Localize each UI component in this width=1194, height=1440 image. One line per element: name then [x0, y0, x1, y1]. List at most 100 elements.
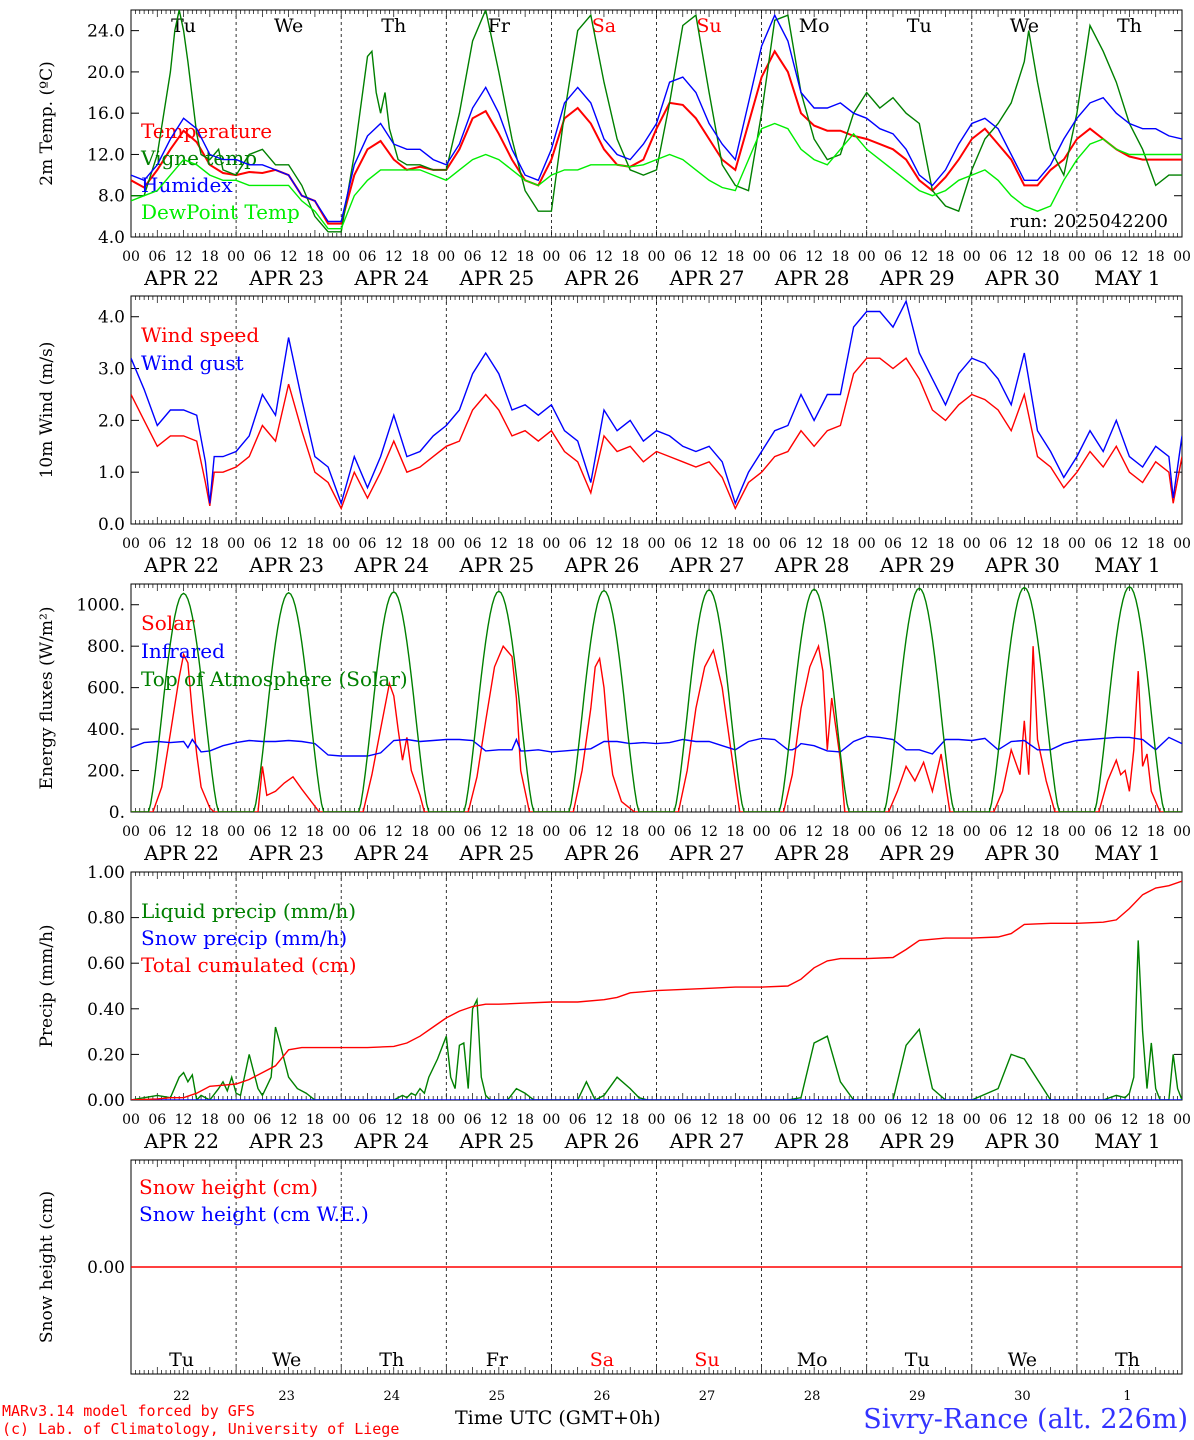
hour-tick-label: 18 [937, 824, 955, 840]
hour-tick-label: 06 [1094, 536, 1112, 552]
hour-tick-label: 18 [306, 824, 324, 840]
hour-tick-label: 00 [1173, 824, 1191, 840]
day-number-label: 23 [278, 1389, 295, 1404]
hour-tick-label: 06 [253, 1112, 271, 1128]
hour-tick-label: 18 [516, 536, 534, 552]
hour-tick-label: 18 [1042, 249, 1060, 265]
temp-series-1-line [131, 10, 1182, 233]
temp-y-tick-label: 24.0 [87, 22, 125, 42]
hour-tick-label: 06 [359, 1112, 377, 1128]
hour-tick-label: 00 [963, 1112, 981, 1128]
hour-tick-label: 18 [1147, 249, 1165, 265]
hour-tick-label: 12 [910, 1112, 928, 1128]
wind-legend-entry: Wind speed [141, 323, 259, 347]
date-label: APR 30 [984, 266, 1060, 290]
temp-y-tick-label: 20.0 [87, 63, 125, 83]
hour-tick-label: 00 [437, 249, 455, 265]
hour-tick-label: 18 [621, 249, 639, 265]
hour-tick-label: 12 [175, 824, 193, 840]
date-label: APR 22 [143, 1129, 219, 1153]
hour-tick-label: 18 [937, 536, 955, 552]
hour-tick-label: 12 [1015, 536, 1033, 552]
hour-tick-label: 00 [963, 824, 981, 840]
hour-tick-label: 00 [753, 536, 771, 552]
hour-tick-label: 12 [490, 824, 508, 840]
temp-y-tick-label: 4.0 [98, 228, 125, 248]
hour-tick-label: 00 [753, 824, 771, 840]
hour-tick-label: 12 [1015, 249, 1033, 265]
hour-tick-label: 00 [858, 536, 876, 552]
precip-series-0-line [131, 940, 1182, 1100]
hour-tick-label: 12 [595, 1112, 613, 1128]
hour-tick-label: 06 [1094, 1112, 1112, 1128]
date-label: APR 26 [564, 553, 640, 577]
weekday-label: Th [381, 15, 406, 37]
hour-tick-label: 00 [1068, 1112, 1086, 1128]
hour-tick-label: 12 [385, 1112, 403, 1128]
hour-tick-label: 12 [700, 536, 718, 552]
temp-y-tick-label: 8.0 [98, 187, 125, 207]
date-label: APR 29 [879, 266, 955, 290]
wind-y-tick-label: 0.0 [98, 515, 125, 535]
date-label: APR 30 [984, 841, 1060, 865]
date-label: MAY 1 [1094, 266, 1160, 290]
hour-tick-label: 00 [963, 536, 981, 552]
weekday-label: Tu [905, 1349, 930, 1371]
date-label: APR 23 [248, 1129, 324, 1153]
hour-tick-label: 00 [858, 1112, 876, 1128]
hour-tick-label: 12 [385, 249, 403, 265]
hour-tick-label: 18 [516, 249, 534, 265]
wind-y-axis-label: 10m Wind (m/s) [37, 342, 57, 479]
hour-tick-label: 00 [122, 1112, 140, 1128]
hour-tick-label: 00 [122, 824, 140, 840]
hour-tick-label: 00 [753, 1112, 771, 1128]
run-annotation: run: 2025042200 [1010, 211, 1168, 232]
date-label: MAY 1 [1094, 1129, 1160, 1153]
weekday-label: Mo [797, 1349, 828, 1371]
hour-tick-label: 06 [884, 249, 902, 265]
weekday-label: Th [1117, 15, 1142, 37]
hour-tick-label: 00 [437, 536, 455, 552]
hour-tick-label: 06 [253, 824, 271, 840]
precip-legend-entry: Total cumulated (cm) [141, 953, 357, 977]
snow-y-axis-label: Snow height (cm) [37, 1191, 57, 1343]
hour-tick-label: 00 [542, 536, 560, 552]
hour-tick-label: 00 [1068, 249, 1086, 265]
date-label: APR 23 [248, 841, 324, 865]
hour-tick-label: 12 [385, 536, 403, 552]
x-axis-label: Time UTC (GMT+0h) [455, 1407, 661, 1429]
date-label: APR 27 [669, 1129, 745, 1153]
snow-panel: 0.00 Snow height (cm) Tu 22 We 23 Th 24 Fr 25 Sa 26… [37, 1159, 1183, 1404]
date-label: APR 27 [669, 841, 745, 865]
hour-tick-label: 00 [227, 249, 245, 265]
hour-tick-label: 06 [1094, 249, 1112, 265]
snow-y-tick-label: 0.00 [87, 1258, 125, 1278]
wind-y-tick-label: 2.0 [98, 411, 125, 431]
energy-series-1-line [131, 735, 1182, 757]
hour-tick-label: 06 [569, 824, 587, 840]
date-label: APR 22 [143, 266, 219, 290]
temp-legend-entry: Humidex [141, 173, 233, 197]
hour-tick-label: 00 [332, 536, 350, 552]
hour-tick-label: 00 [648, 1112, 666, 1128]
hour-tick-label: 06 [464, 1112, 482, 1128]
weekday-label: Tu [169, 1349, 194, 1371]
hour-tick-label: 18 [306, 536, 324, 552]
hour-tick-label: 12 [805, 536, 823, 552]
weekday-label: Mo [799, 15, 830, 37]
hour-tick-label: 06 [884, 824, 902, 840]
hour-tick-label: 12 [490, 1112, 508, 1128]
energy-y-tick-label: 600. [87, 679, 125, 699]
hour-tick-label: 18 [832, 824, 850, 840]
hour-tick-label: 00 [1173, 1112, 1191, 1128]
energy-legend-entry: Infrared [141, 639, 225, 663]
x-axis-label-time: Time UTC ( [455, 1407, 566, 1429]
date-label: APR 25 [458, 1129, 534, 1153]
hour-tick-label: 00 [858, 824, 876, 840]
hour-tick-label: 12 [1015, 824, 1033, 840]
hour-tick-label: 18 [1042, 536, 1060, 552]
weekday-label: Sa [592, 15, 616, 37]
day-number-label: 24 [383, 1389, 400, 1404]
hour-tick-label: 00 [648, 249, 666, 265]
